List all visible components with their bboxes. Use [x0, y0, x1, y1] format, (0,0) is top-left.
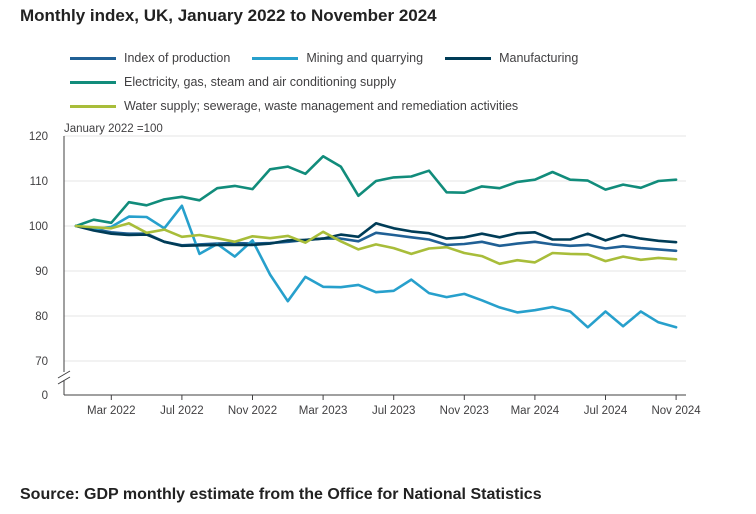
y-tick-label: 110 — [30, 176, 48, 188]
x-tick-label: Mar 2023 — [299, 405, 348, 417]
line-chart: 0 70 80 90 100 110 120 January 2022 =100 Mar 202… — [29, 123, 702, 417]
y-tick-label: 70 — [35, 356, 48, 368]
legend-row: Index of production Mining and quarrying M… — [70, 46, 750, 70]
x-tick-label: Nov 2022 — [228, 405, 277, 417]
x-tick-label: Mar 2024 — [511, 405, 560, 417]
legend-label: Index of production — [124, 51, 231, 65]
y-tick-label: 120 — [29, 131, 48, 143]
legend-item: Mining and quarrying — [252, 51, 423, 65]
legend-swatch — [70, 56, 116, 60]
y-tick-label: 0 — [42, 390, 48, 402]
x-tick-label: Jul 2024 — [584, 405, 628, 417]
series-line-2 — [74, 204, 678, 329]
legend-row: Water supply; sewerage, waste management… — [70, 94, 750, 118]
legend-swatch — [70, 104, 116, 108]
y-tick-label: 80 — [35, 311, 48, 323]
legend-item: Electricity, gas, steam and air conditio… — [70, 75, 396, 89]
legend-item: Index of production — [70, 51, 230, 65]
series-line-5 — [74, 222, 678, 266]
x-tick-label: Jul 2022 — [160, 405, 203, 417]
chart-legend: Index of production Mining and quarrying M… — [70, 46, 750, 118]
x-tick-label: Mar 2022 — [87, 405, 136, 417]
x-tick-label: Nov 2023 — [440, 405, 489, 417]
series-line-3 — [74, 222, 678, 248]
axis-break-mark — [57, 370, 71, 385]
x-tick-label: Jul 2023 — [372, 405, 415, 417]
legend-item: Water supply; sewerage, waste management… — [70, 99, 518, 113]
legend-swatch — [70, 80, 116, 84]
unit-note: January 2022 =100 — [64, 123, 163, 135]
source-note: Source: GDP monthly estimate from the Of… — [20, 486, 542, 503]
legend-row: Electricity, gas, steam and air conditio… — [70, 70, 750, 94]
y-tick-label: 100 — [29, 221, 48, 233]
legend-label: Electricity, gas, steam and air conditio… — [124, 75, 397, 89]
series-line-4 — [74, 155, 678, 228]
legend-label: Mining and quarrying — [306, 51, 424, 65]
legend-swatch — [252, 56, 299, 60]
legend-label: Water supply; sewerage, waste management… — [124, 99, 519, 113]
legend-item: Manufacturing — [445, 51, 578, 65]
legend-label: Manufacturing — [499, 51, 579, 65]
y-tick-label: 90 — [35, 266, 48, 278]
chart-title: Monthly index, UK, January 2022 to Novem… — [20, 6, 437, 25]
x-tick-label: Nov 2024 — [651, 405, 701, 417]
legend-swatch — [445, 56, 492, 60]
